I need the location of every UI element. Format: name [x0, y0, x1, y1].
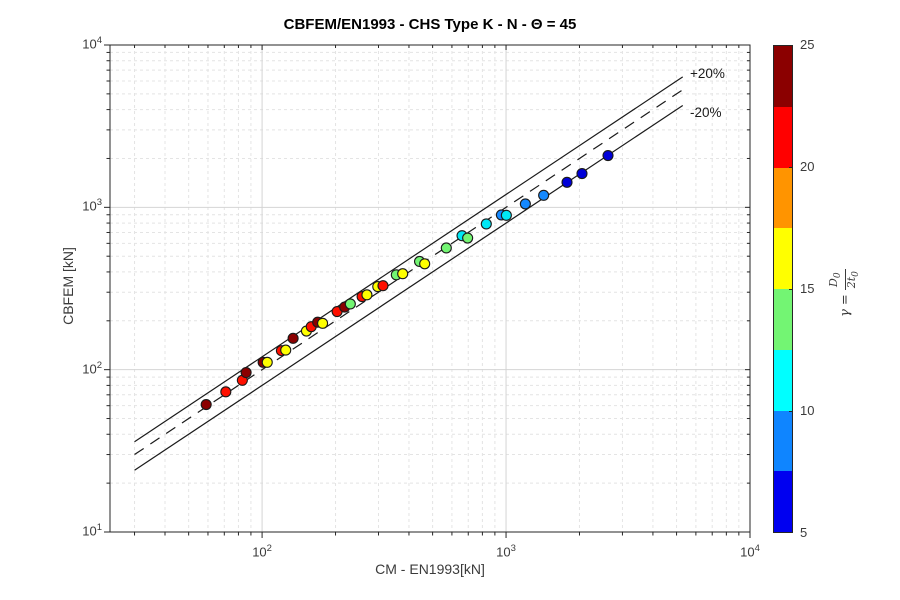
data-point	[576, 168, 588, 180]
colorbar-segment	[774, 349, 792, 411]
colorbar-segment	[774, 471, 792, 532]
colorbar-label: γ = D0 2t0	[827, 233, 861, 353]
colorbar-tickmark	[789, 167, 793, 168]
data-point	[561, 176, 573, 188]
plus20-line	[134, 76, 684, 443]
colorbar-segment	[774, 289, 792, 350]
x-tick-label: 102	[252, 543, 272, 560]
colorbar-segment	[774, 228, 792, 289]
colorbar	[773, 45, 793, 533]
colorbar-segment	[774, 410, 792, 472]
colorbar-tick-label: 15	[800, 281, 815, 296]
data-point	[317, 317, 329, 329]
data-point	[344, 298, 356, 310]
data-point	[440, 242, 452, 254]
y-tick-label: 104	[82, 35, 102, 52]
data-point	[500, 209, 512, 221]
data-point	[480, 218, 492, 230]
plus20-line-label: +20%	[690, 66, 725, 81]
data-point	[287, 332, 299, 344]
colorbar-segment	[774, 167, 792, 229]
colorbar-tick-label: 20	[800, 159, 815, 174]
fraction-denominator: 2t0	[844, 271, 861, 289]
data-point	[397, 268, 409, 280]
data-point	[602, 149, 614, 162]
y-tick-label: 101	[82, 522, 102, 539]
colorbar-tickmark	[789, 289, 793, 290]
chart-title: CBFEM/EN1993 - CHS Type K - N - Θ = 45	[283, 16, 577, 33]
x-axis-label: CM - EN1993[kN]	[375, 561, 485, 577]
data-point	[240, 366, 252, 379]
identity-line	[134, 89, 684, 456]
minus20-line-label: -20%	[690, 105, 722, 120]
colorbar-tick-label: 10	[800, 403, 815, 418]
y-tick-label: 103	[82, 197, 102, 214]
colorbar-segment	[774, 106, 792, 168]
colorbar-tick-label: 25	[800, 37, 815, 52]
data-point	[261, 356, 273, 368]
data-point	[462, 232, 474, 244]
minus20-line	[134, 104, 684, 471]
y-axis-label: CBFEM [kN]	[60, 247, 76, 325]
data-point	[377, 280, 389, 292]
fraction-numerator: D0	[827, 269, 846, 291]
data-point	[419, 258, 431, 270]
x-tick-label: 103	[496, 543, 516, 560]
data-point	[200, 398, 212, 411]
axes-box	[109, 44, 751, 533]
data-point	[361, 289, 373, 301]
colorbar-segment	[774, 46, 792, 107]
colorbar-tickmark	[789, 411, 793, 412]
data-point	[220, 386, 232, 398]
gamma-symbol: γ	[837, 309, 853, 317]
data-point	[538, 189, 550, 201]
data-point	[280, 344, 292, 356]
colorbar-tick-label: 5	[800, 525, 808, 540]
y-tick-label: 102	[82, 359, 102, 376]
x-tick-label: 104	[740, 543, 760, 560]
gamma-fraction: D0 2t0	[827, 269, 861, 291]
data-point	[519, 198, 531, 210]
equals-sign: =	[837, 294, 853, 306]
